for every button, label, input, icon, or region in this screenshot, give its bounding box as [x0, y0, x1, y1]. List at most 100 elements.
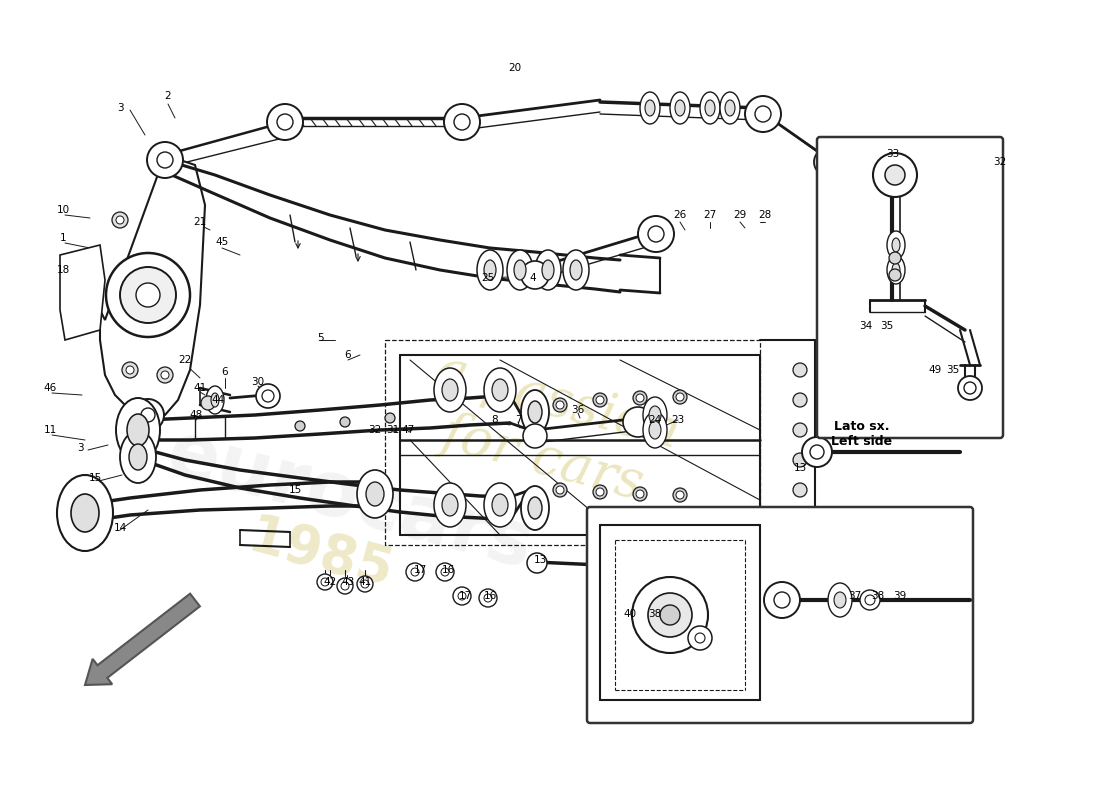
Ellipse shape	[535, 250, 561, 290]
Circle shape	[358, 576, 373, 592]
Text: 42: 42	[323, 577, 337, 587]
Circle shape	[793, 513, 807, 527]
Text: a passion
for cars: a passion for cars	[415, 345, 685, 515]
Text: 6: 6	[344, 350, 351, 360]
Circle shape	[136, 283, 160, 307]
Text: 38: 38	[871, 591, 884, 601]
Circle shape	[793, 423, 807, 437]
FancyBboxPatch shape	[817, 137, 1003, 438]
Circle shape	[106, 253, 190, 337]
Ellipse shape	[720, 92, 740, 124]
Text: 35: 35	[946, 365, 959, 375]
Circle shape	[648, 226, 664, 242]
Circle shape	[793, 363, 807, 377]
Text: 2: 2	[165, 91, 172, 101]
Ellipse shape	[126, 414, 148, 446]
Circle shape	[802, 437, 832, 467]
Ellipse shape	[675, 100, 685, 116]
Text: 31: 31	[386, 425, 399, 435]
Ellipse shape	[57, 475, 113, 551]
Circle shape	[120, 267, 176, 323]
Text: 3: 3	[117, 103, 123, 113]
Circle shape	[406, 563, 424, 581]
FancyArrow shape	[85, 594, 200, 685]
Ellipse shape	[442, 379, 458, 401]
Circle shape	[958, 376, 982, 400]
Circle shape	[453, 587, 471, 605]
Circle shape	[262, 390, 274, 402]
Circle shape	[632, 487, 647, 501]
Circle shape	[632, 391, 647, 405]
Ellipse shape	[366, 482, 384, 506]
Text: 27: 27	[703, 210, 716, 220]
Text: 37: 37	[848, 591, 861, 601]
FancyBboxPatch shape	[587, 507, 974, 723]
Ellipse shape	[892, 238, 900, 252]
Ellipse shape	[484, 260, 496, 280]
Circle shape	[774, 592, 790, 608]
Circle shape	[157, 152, 173, 168]
Ellipse shape	[834, 592, 846, 608]
Ellipse shape	[570, 260, 582, 280]
Text: 10: 10	[56, 205, 69, 215]
Text: 41: 41	[194, 383, 207, 393]
Circle shape	[865, 595, 874, 605]
Circle shape	[385, 413, 395, 423]
Circle shape	[116, 216, 124, 224]
Circle shape	[814, 148, 842, 176]
Text: 13: 13	[793, 463, 806, 473]
Text: 17: 17	[459, 591, 472, 601]
Ellipse shape	[645, 100, 654, 116]
Circle shape	[478, 589, 497, 607]
Ellipse shape	[521, 486, 549, 530]
Circle shape	[810, 445, 824, 459]
Ellipse shape	[521, 390, 549, 434]
Text: 33: 33	[887, 149, 900, 159]
Ellipse shape	[700, 92, 720, 124]
Text: 7: 7	[515, 415, 521, 425]
Circle shape	[256, 384, 280, 408]
Text: 6: 6	[222, 367, 229, 377]
Ellipse shape	[442, 494, 458, 516]
Circle shape	[147, 142, 183, 178]
Circle shape	[596, 488, 604, 496]
Circle shape	[317, 574, 333, 590]
Circle shape	[337, 578, 353, 594]
Circle shape	[267, 104, 303, 140]
Text: 22: 22	[178, 355, 191, 365]
Circle shape	[411, 568, 419, 576]
Text: 30: 30	[252, 377, 265, 387]
Text: 25: 25	[482, 273, 495, 283]
Text: 45: 45	[216, 237, 229, 247]
Circle shape	[873, 153, 917, 197]
Text: 28: 28	[758, 210, 771, 220]
Circle shape	[112, 212, 128, 228]
Circle shape	[676, 491, 684, 499]
Text: 1985: 1985	[242, 511, 398, 599]
Circle shape	[636, 490, 644, 498]
Circle shape	[793, 393, 807, 407]
Text: 32: 32	[368, 425, 382, 435]
Ellipse shape	[563, 250, 589, 290]
Ellipse shape	[434, 483, 466, 527]
Text: 18: 18	[56, 265, 69, 275]
Text: 5: 5	[317, 333, 323, 343]
Ellipse shape	[528, 401, 542, 423]
Text: 41: 41	[359, 577, 372, 587]
Text: Lato sx.
Left side: Lato sx. Left side	[832, 420, 892, 448]
Text: 24: 24	[648, 415, 661, 425]
Text: 47: 47	[402, 425, 415, 435]
Circle shape	[695, 633, 705, 643]
Circle shape	[444, 104, 480, 140]
Circle shape	[638, 216, 674, 252]
Text: 15: 15	[88, 473, 101, 483]
Text: 26: 26	[673, 210, 686, 220]
Circle shape	[553, 398, 566, 412]
Ellipse shape	[644, 412, 667, 448]
Circle shape	[636, 394, 644, 402]
Circle shape	[688, 626, 712, 650]
Text: 43: 43	[341, 577, 354, 587]
Text: 35: 35	[880, 321, 893, 331]
Text: 4: 4	[530, 273, 537, 283]
Text: eurocars: eurocars	[158, 415, 541, 585]
